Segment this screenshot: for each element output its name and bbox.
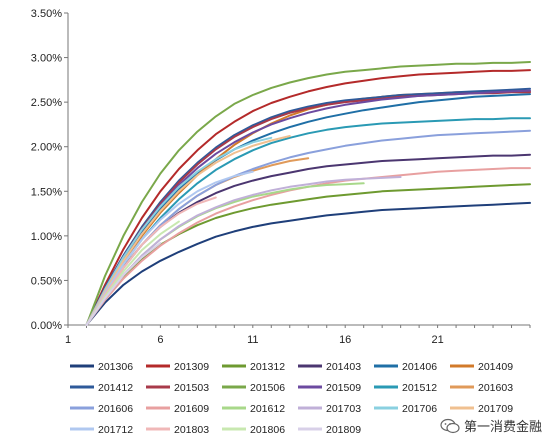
legend-label: 201409: [478, 361, 513, 373]
legend-item: 201709: [450, 403, 513, 415]
series-line-201306: [85, 201, 531, 326]
legend-item: 201406: [374, 361, 437, 373]
y-tick-label: 3.00%: [31, 53, 62, 65]
legend-label: 201309: [174, 361, 209, 373]
legend-label: 201609: [174, 403, 209, 415]
legend-label: 201612: [250, 403, 285, 415]
legend-label: 201712: [98, 424, 133, 436]
legend-label: 201506: [250, 382, 285, 394]
x-tick-label: 16: [339, 334, 351, 346]
series-line-201409: [85, 90, 531, 326]
legend-label: 201606: [98, 403, 133, 415]
legend-item: 201306: [70, 361, 133, 373]
legend-label: 201403: [326, 361, 361, 373]
watermark: 第一消费金融: [440, 416, 542, 435]
x-tick-label: 1: [65, 334, 71, 346]
legend-item: 201706: [374, 403, 437, 415]
series-line-201506: [85, 61, 531, 326]
legend-item: 201703: [298, 403, 361, 415]
legend-label: 201809: [326, 424, 361, 436]
series-line-201503: [85, 91, 531, 326]
x-tick-label: 21: [431, 334, 443, 346]
x-tick-label: 6: [157, 334, 163, 346]
series-line-201803: [85, 196, 217, 326]
y-tick-label: 0.00%: [31, 320, 62, 332]
legend-item: 201312: [222, 361, 285, 373]
legend-item: 201806: [222, 424, 285, 436]
series-line-201606: [85, 129, 531, 326]
y-tick-label: 3.50%: [31, 8, 62, 20]
x-axis: 1 6 11 16 21: [65, 324, 531, 346]
series-line-201709: [85, 135, 291, 326]
legend-label: 201503: [174, 382, 209, 394]
legend-item: 201606: [70, 403, 133, 415]
series-layer: [85, 61, 531, 326]
legend-label: 201703: [326, 403, 361, 415]
series-line-201406: [85, 93, 531, 326]
legend-label: 201709: [478, 403, 513, 415]
y-tick-label: 1.50%: [31, 186, 62, 198]
series-line-201809: [85, 242, 162, 326]
y-tick-label: 0.50%: [31, 275, 62, 287]
y-tick-label: 2.00%: [31, 142, 62, 154]
legend-item: 201712: [70, 424, 133, 436]
legend-label: 201306: [98, 361, 133, 373]
series-line-201712: [85, 170, 254, 326]
x-tick-label: 11: [247, 334, 258, 346]
legend-item: 201506: [222, 382, 285, 394]
legend-label: 201412: [98, 382, 133, 394]
legend: 201306 201309 201312 201403 201406 201409 2014…: [70, 361, 513, 436]
y-tick-label: 1.00%: [31, 231, 62, 243]
legend-item: 201503: [146, 382, 209, 394]
wechat-icon: [440, 418, 460, 433]
legend-item: 201809: [298, 424, 361, 436]
legend-item: 201803: [146, 424, 209, 436]
legend-item: 201509: [298, 382, 361, 394]
watermark-text: 第一消费金融: [463, 419, 542, 434]
legend-item: 201612: [222, 403, 285, 415]
series-line-201512: [85, 117, 531, 326]
series-line-201412: [85, 87, 531, 326]
series-line-201706: [85, 136, 273, 326]
series-line-201509: [85, 89, 531, 326]
y-axis: 0.00% 0.50% 1.00% 1.50% 2.00% 2.50% 3.00% 3.50%: [31, 8, 69, 332]
legend-label: 201509: [326, 382, 361, 394]
legend-label: 201406: [402, 361, 437, 373]
legend-label: 201803: [174, 424, 209, 436]
legend-label: 201603: [478, 382, 513, 394]
legend-item: 201309: [146, 361, 209, 373]
legend-label: 201512: [402, 382, 437, 394]
legend-item: 201403: [298, 361, 361, 373]
legend-item: 201609: [146, 403, 209, 415]
legend-label: 201806: [250, 424, 285, 436]
legend-item: 201512: [374, 382, 437, 394]
legend-item: 201603: [450, 382, 513, 394]
y-tick-label: 2.50%: [31, 97, 62, 109]
legend-item: 201412: [70, 382, 133, 394]
legend-item: 201409: [450, 361, 513, 373]
series-line-201309: [85, 69, 531, 326]
series-line-201703: [85, 176, 402, 326]
legend-label: 201312: [250, 361, 285, 373]
legend-label: 201706: [402, 403, 437, 415]
